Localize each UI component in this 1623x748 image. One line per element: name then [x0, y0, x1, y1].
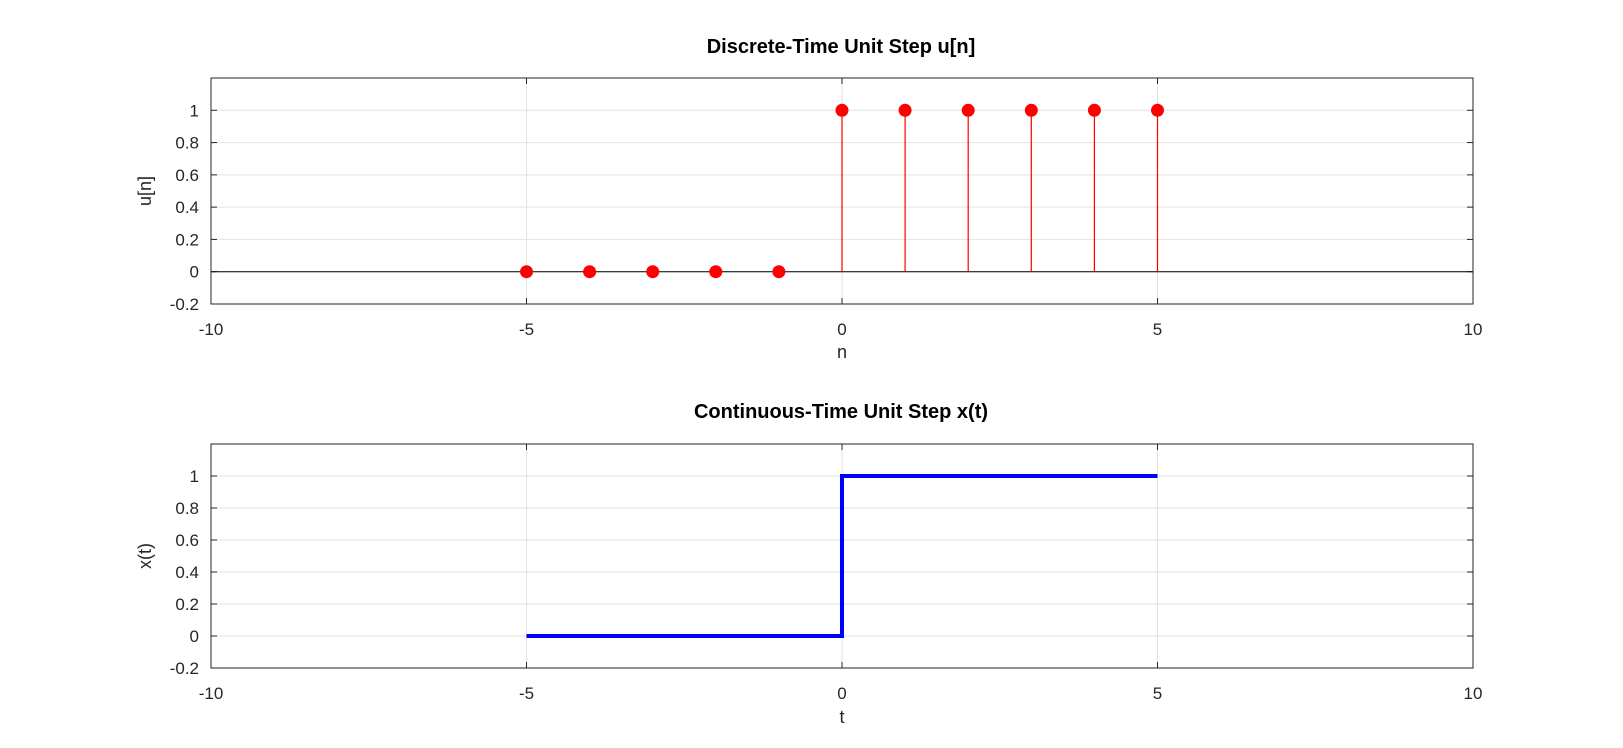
- x-tick-label: 0: [837, 684, 846, 703]
- continuous-plot-axes: [210, 443, 1474, 669]
- y-tick-label: 1: [190, 101, 199, 120]
- discrete-plot-xlabel: n: [837, 342, 847, 362]
- y-tick-label: 1: [190, 467, 199, 486]
- x-tick-label: 10: [1464, 684, 1483, 703]
- stem-marker: [1024, 103, 1038, 117]
- y-tick-label: -0.2: [170, 295, 199, 314]
- continuous-plot-ylabel: x(t): [135, 543, 155, 569]
- y-tick-label: 0.8: [175, 134, 199, 153]
- discrete-plot-title: Discrete-Time Unit Step u[n]: [707, 36, 976, 58]
- x-tick-label: 0: [837, 320, 846, 339]
- stem-marker: [1151, 103, 1164, 117]
- stem-marker: [1087, 103, 1101, 117]
- y-tick-label: -0.2: [170, 659, 199, 678]
- x-tick-label: 10: [1464, 320, 1483, 339]
- y-tick-label: 0.6: [175, 166, 199, 185]
- discrete-plot-ylabel: u[n]: [135, 176, 155, 206]
- continuous-plot-title: Continuous-Time Unit Step x(t): [694, 401, 988, 423]
- discrete-step-plot: Discrete-Time Unit Step u[n] -10 -5 0 5 10-0…: [135, 36, 1482, 362]
- x-tick-label: -5: [519, 684, 534, 703]
- stem-marker: [583, 265, 597, 279]
- discrete-plot-ticks: -10 -5 0 5 10 -0.2 0 0.2 0.4 0.6 0.8 1: [170, 78, 1483, 339]
- x-tick-label: -5: [519, 320, 534, 339]
- x-tick-label: 5: [1153, 684, 1162, 703]
- y-tick-label: 0.2: [175, 595, 199, 614]
- continuous-plot-data: [526, 474, 1158, 638]
- stem-marker: [961, 103, 975, 117]
- continuous-step-plot: Continuous-Time Unit Step x(t) -10 -5 0 5 10…: [135, 401, 1482, 727]
- continuous-plot-ticks: -10 -5 0 5 10 -0.2 0 0.2 0.4 0.6 0.8 1: [170, 444, 1483, 703]
- discrete-plot-axes: [210, 77, 1474, 305]
- y-tick-label: 0.4: [175, 198, 199, 217]
- step-line: [526, 474, 1158, 638]
- x-tick-label: -10: [199, 320, 224, 339]
- y-tick-label: 0: [190, 627, 199, 646]
- stem-marker: [898, 103, 912, 117]
- y-tick-label: 0: [190, 263, 199, 282]
- y-tick-label: 0.6: [175, 531, 199, 550]
- stem-marker: [772, 265, 786, 279]
- stem-marker: [646, 265, 660, 279]
- x-tick-label: -10: [199, 684, 224, 703]
- stem-marker: [709, 265, 723, 279]
- y-tick-label: 0.2: [175, 230, 199, 249]
- continuous-plot-xlabel: t: [839, 707, 844, 727]
- y-tick-label: 0.8: [175, 499, 199, 518]
- y-tick-label: 0.4: [175, 563, 199, 582]
- discrete-plot-data: [211, 103, 1473, 279]
- x-tick-label: 5: [1153, 320, 1162, 339]
- stem-marker: [520, 265, 533, 279]
- stem-marker: [835, 103, 849, 117]
